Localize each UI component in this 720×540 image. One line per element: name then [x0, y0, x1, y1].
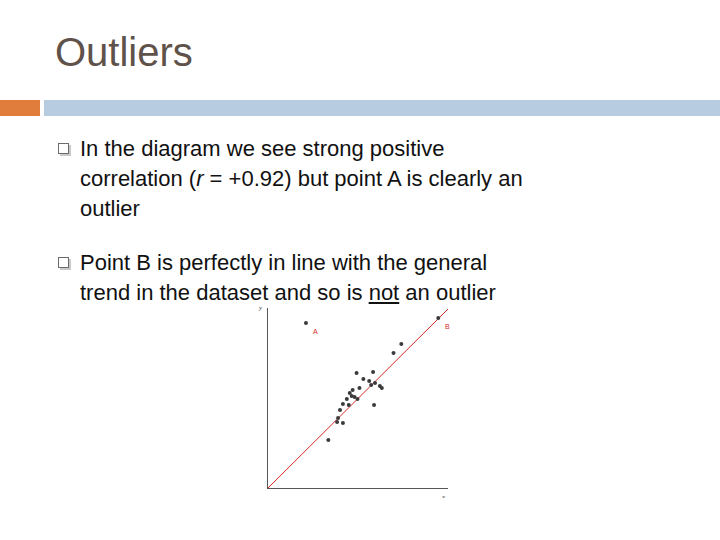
html-text:In the diagram we see strong p: In the diagram we see strong positive	[80, 136, 445, 161]
html-text:correlation (r = +0.92) but po: correlation (r = +0.92) but point A is c…	[80, 166, 523, 191]
html-text:trend in the dataset and so is: trend in the dataset and so is not an ou…	[80, 280, 496, 305]
html-text:outlier: outlier	[80, 196, 140, 221]
html-text:Point B is perfectly in line w: Point B is perfectly in line with the ge…	[80, 250, 488, 275]
svg-text:B: B	[445, 323, 450, 330]
svg-text:y: y	[258, 304, 263, 312]
html-text:Outliers: Outliers	[55, 30, 193, 74]
svg-text:x: x	[441, 493, 446, 498]
svg-text:A: A	[313, 328, 318, 335]
